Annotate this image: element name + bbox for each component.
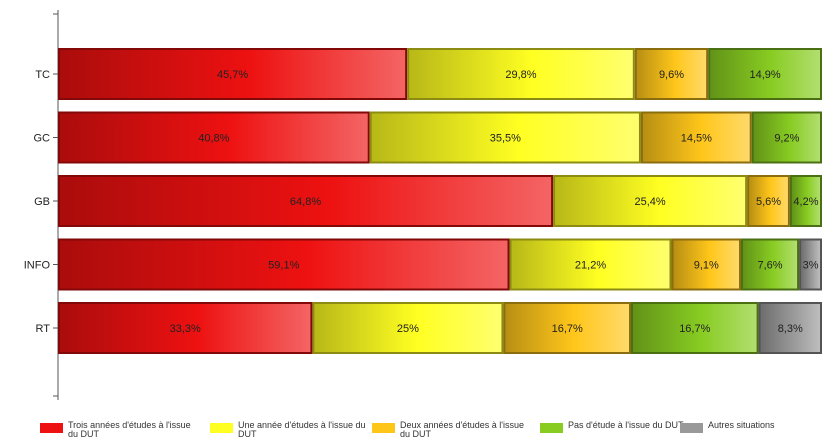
bar-segment: 9,6% [634,48,709,100]
data-label: 29,8% [505,69,536,81]
data-label: 16,7% [552,323,583,335]
bar-segment: 33,3% [58,302,313,354]
data-label: 3% [803,260,819,272]
y-axis: TC GC GB INFO RT [24,10,59,400]
bar-segment: 7,6% [741,238,800,291]
data-label: 16,7% [679,323,710,335]
category-label: GB [34,196,50,208]
data-label: 59,1% [268,260,299,272]
bar-segment: 29,8% [407,48,635,100]
category-label: TC [35,69,50,81]
legend-item-une-annee: Une année d'études à l'issue du DUT [210,421,373,439]
category-label: RT [36,323,51,335]
data-label: 25,4% [634,196,665,208]
legend-label: Deux années d'études à l'issue du DUT [400,420,525,439]
data-label: 35,5% [490,133,521,145]
bar-segment: 16,7% [503,302,631,354]
bar-segment: 8,3% [758,302,822,354]
data-label: 14,5% [681,133,712,145]
data-label: 21,2% [575,260,606,272]
data-label: 40,8% [198,133,229,145]
bar-segment: 64,8% [58,175,554,227]
data-label: 5,6% [756,196,781,208]
bar-segment: 59,1% [58,238,510,291]
legend-item-pas-d-etude: Pas d'étude à l'issue du DUT [540,421,703,433]
data-label: 25% [397,323,419,335]
stacked-bar-chart: TC GC GB INFO RT 45,7% 29,8% 9,6% 14,9% 40,8% 35,… [24,10,822,400]
legend-swatch [40,423,63,433]
data-label: 14,9% [749,69,780,81]
bar-segment: 35,5% [369,111,641,164]
legend-swatch [372,423,395,433]
legend-swatch [210,423,233,433]
bar-segment: 25,4% [553,175,748,227]
bar-segment: 9,1% [671,238,742,291]
data-label: 64,8% [290,196,321,208]
legend-item-trois-annees: Trois années d'études à l'issue du DUT [40,421,203,439]
data-label: 9,2% [774,133,799,145]
data-label: 7,6% [758,260,783,272]
bar-segment: 21,2% [509,238,672,291]
bar-segment: 3% [799,238,822,291]
legend-item-deux-annees: Deux années d'études à l'issue du DUT [372,421,535,439]
bar-segment: 25% [312,302,504,354]
legend-label: Une année d'études à l'issue du DUT [238,420,366,439]
data-label: 9,1% [694,260,719,272]
data-label: 45,7% [217,69,248,81]
bar-segment: 5,6% [747,175,790,227]
legend: Trois années d'études à l'issue du DUT U… [40,421,825,445]
legend-label: Trois années d'études à l'issue du DUT [68,420,191,439]
bar-segment: 14,9% [708,48,822,100]
bar-segment: 40,8% [58,111,370,164]
data-label: 33,3% [170,323,201,335]
bar-segment: 14,5% [640,111,752,164]
bar-segment: 4,2% [789,175,822,227]
bar-segment: 16,7% [631,302,759,354]
bars: 45,7% 29,8% 9,6% 14,9% 40,8% 35,5% 14,5% 9,2% 64… [58,48,822,354]
bar-segment: 45,7% [58,48,408,100]
legend-label: Pas d'étude à l'issue du DUT [568,420,684,430]
legend-label: Autres situations [708,420,775,430]
data-label: 8,3% [778,323,803,335]
category-label: GC [34,133,51,145]
data-label: 9,6% [659,69,684,81]
data-label: 4,2% [793,196,818,208]
legend-item-autres-situations: Autres situations [680,421,825,433]
legend-swatch [680,423,703,433]
legend-swatch [540,423,563,433]
bar-segment: 9,2% [751,111,822,164]
category-label: INFO [24,260,51,272]
